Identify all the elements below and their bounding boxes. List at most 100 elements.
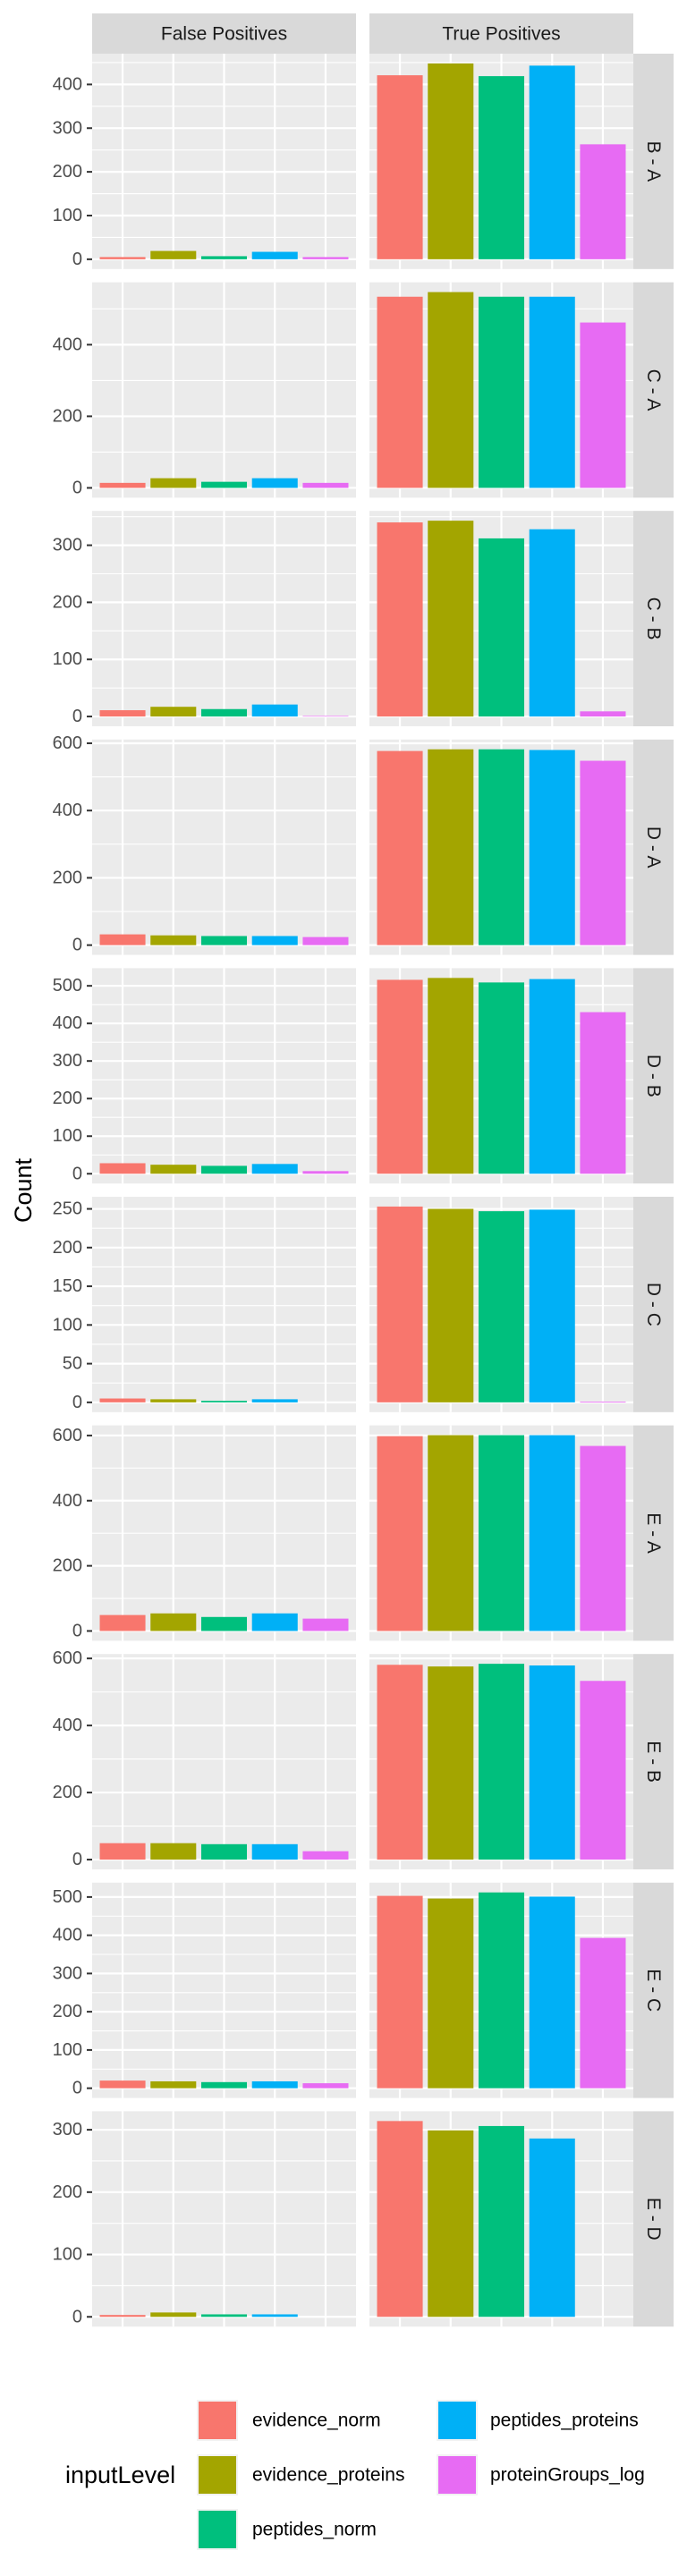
legend-item: proteinGroups_log bbox=[437, 2454, 645, 2496]
bar-fp-peptides_norm bbox=[200, 1401, 248, 1402]
bar-tp-proteinGroups_log bbox=[580, 1445, 626, 1631]
row-strip-background bbox=[633, 739, 674, 955]
row-strip: C - A bbox=[633, 282, 674, 498]
bar-fp-evidence_norm bbox=[99, 1614, 146, 1631]
y-axis: 0 200 400 600 bbox=[53, 733, 92, 955]
y-tick-label: 100 bbox=[53, 2245, 82, 2265]
y-tick-label: 100 bbox=[53, 1126, 82, 1146]
bar-tp-proteinGroups_log bbox=[580, 1937, 626, 2089]
row-strip: E - D bbox=[633, 2111, 674, 2327]
y-tick-label: 0 bbox=[72, 936, 82, 955]
legend-item: peptides_proteins bbox=[437, 2400, 639, 2441]
bar-tp-peptides_proteins bbox=[529, 750, 575, 945]
bar-tp-evidence_norm bbox=[377, 1436, 423, 1631]
column-strip-fp: False Positives bbox=[92, 13, 356, 54]
y-tick-label: 500 bbox=[53, 1887, 82, 1907]
legend-swatch bbox=[199, 2456, 236, 2494]
y-tick-label: 200 bbox=[53, 2182, 82, 2202]
y-tick-label: 200 bbox=[53, 1238, 82, 1258]
legend-label: proteinGroups_log bbox=[490, 2465, 645, 2486]
bar-fp-evidence_norm bbox=[99, 1163, 146, 1174]
bar-tp-evidence_proteins bbox=[428, 1666, 474, 1860]
row-strip: B - A bbox=[633, 54, 674, 269]
bar-fp-peptides_proteins bbox=[251, 936, 298, 945]
y-tick-label: 0 bbox=[72, 1621, 82, 1640]
y-tick-label: 150 bbox=[53, 1276, 82, 1296]
bar-fp-peptides_norm bbox=[200, 1165, 248, 1174]
bar-fp-evidence_norm bbox=[99, 934, 146, 945]
row-strip-label: E - C bbox=[643, 1969, 664, 2012]
column-strip-background bbox=[92, 13, 356, 54]
y-axis: 0 100 200 300 bbox=[53, 536, 92, 726]
legend-label: peptides_norm bbox=[252, 2520, 377, 2540]
row-strip: D - A bbox=[633, 739, 674, 955]
bar-fp-evidence_proteins bbox=[150, 250, 197, 259]
y-tick-label: 300 bbox=[53, 536, 82, 555]
y-tick-label: 200 bbox=[53, 868, 82, 887]
bar-fp-peptides_norm bbox=[200, 256, 248, 259]
bar-fp-evidence_proteins bbox=[150, 707, 197, 717]
y-axis: 0 100 200 300 bbox=[53, 2120, 92, 2326]
bar-tp-peptides_norm bbox=[478, 76, 525, 259]
bar-fp-peptides_proteins bbox=[251, 704, 298, 717]
facet-row: 0 200 400 C - A bbox=[53, 282, 674, 498]
bar-fp-peptides_proteins bbox=[251, 2080, 298, 2089]
panel-tp bbox=[369, 2111, 633, 2327]
bar-fp-peptides_norm bbox=[200, 936, 248, 945]
bar-tp-proteinGroups_log bbox=[580, 322, 626, 488]
bar-fp-evidence_proteins bbox=[150, 1613, 197, 1631]
bar-tp-peptides_proteins bbox=[529, 979, 575, 1174]
bar-tp-proteinGroups_log bbox=[580, 144, 626, 259]
row-strip-background bbox=[633, 1882, 674, 2098]
panel-fp bbox=[92, 282, 356, 498]
y-tick-label: 600 bbox=[53, 733, 82, 753]
bar-tp-peptides_norm bbox=[478, 1211, 525, 1402]
y-tick-label: 400 bbox=[53, 335, 82, 354]
panel-fp bbox=[92, 739, 356, 955]
column-strip-background bbox=[369, 13, 633, 54]
bar-fp-evidence_proteins bbox=[150, 1165, 197, 1174]
bar-tp-peptides_proteins bbox=[529, 2138, 575, 2318]
bar-tp-evidence_proteins bbox=[428, 749, 474, 945]
panel-tp bbox=[369, 511, 633, 726]
column-strip-tp: True Positives bbox=[369, 13, 633, 54]
row-strip-label: D - C bbox=[643, 1283, 664, 1326]
row-strip: D - B bbox=[633, 968, 674, 1184]
y-tick-label: 200 bbox=[53, 406, 82, 426]
y-tick-label: 600 bbox=[53, 1648, 82, 1668]
bar-tp-evidence_norm bbox=[377, 1665, 423, 1860]
bar-fp-proteinGroups_log bbox=[302, 936, 349, 945]
bar-fp-proteinGroups_log bbox=[302, 257, 349, 259]
bar-fp-evidence_norm bbox=[99, 1398, 146, 1402]
bar-tp-proteinGroups_log bbox=[580, 711, 626, 717]
panel-fp bbox=[92, 968, 356, 1184]
y-tick-label: 250 bbox=[53, 1199, 82, 1219]
facet-row: 0 100 200 300 E - D bbox=[53, 2111, 674, 2326]
y-tick-label: 50 bbox=[63, 1354, 82, 1374]
legend-swatch bbox=[199, 2511, 236, 2548]
bar-fp-peptides_norm bbox=[200, 2081, 248, 2089]
y-tick-label: 400 bbox=[53, 801, 82, 820]
bar-fp-evidence_proteins bbox=[150, 2080, 197, 2089]
bar-fp-peptides_norm bbox=[200, 708, 248, 717]
row-strip-background bbox=[633, 54, 674, 269]
column-strips: False Positives True Positives bbox=[92, 13, 633, 54]
facet-row: 0 100 200 300 400 500 D - B bbox=[53, 968, 674, 1183]
bar-tp-proteinGroups_log bbox=[580, 1012, 626, 1174]
y-tick-label: 300 bbox=[53, 1963, 82, 1983]
row-strip: C - B bbox=[633, 511, 674, 726]
bar-tp-peptides_proteins bbox=[529, 65, 575, 259]
bar-fp-evidence_norm bbox=[99, 2315, 146, 2318]
legend-item: evidence_proteins bbox=[197, 2454, 404, 2496]
bar-tp-evidence_proteins bbox=[428, 521, 474, 717]
row-strip-label: D - A bbox=[643, 826, 664, 869]
bar-tp-peptides_norm bbox=[478, 296, 525, 488]
legend-title: inputLevel bbox=[65, 2462, 175, 2488]
bar-tp-evidence_proteins bbox=[428, 1898, 474, 2089]
bar-fp-evidence_proteins bbox=[150, 935, 197, 945]
bar-fp-proteinGroups_log bbox=[302, 2083, 349, 2089]
column-strip-label: True Positives bbox=[442, 24, 560, 45]
bar-tp-evidence_proteins bbox=[428, 978, 474, 1174]
bar-tp-evidence_proteins bbox=[428, 2130, 474, 2318]
